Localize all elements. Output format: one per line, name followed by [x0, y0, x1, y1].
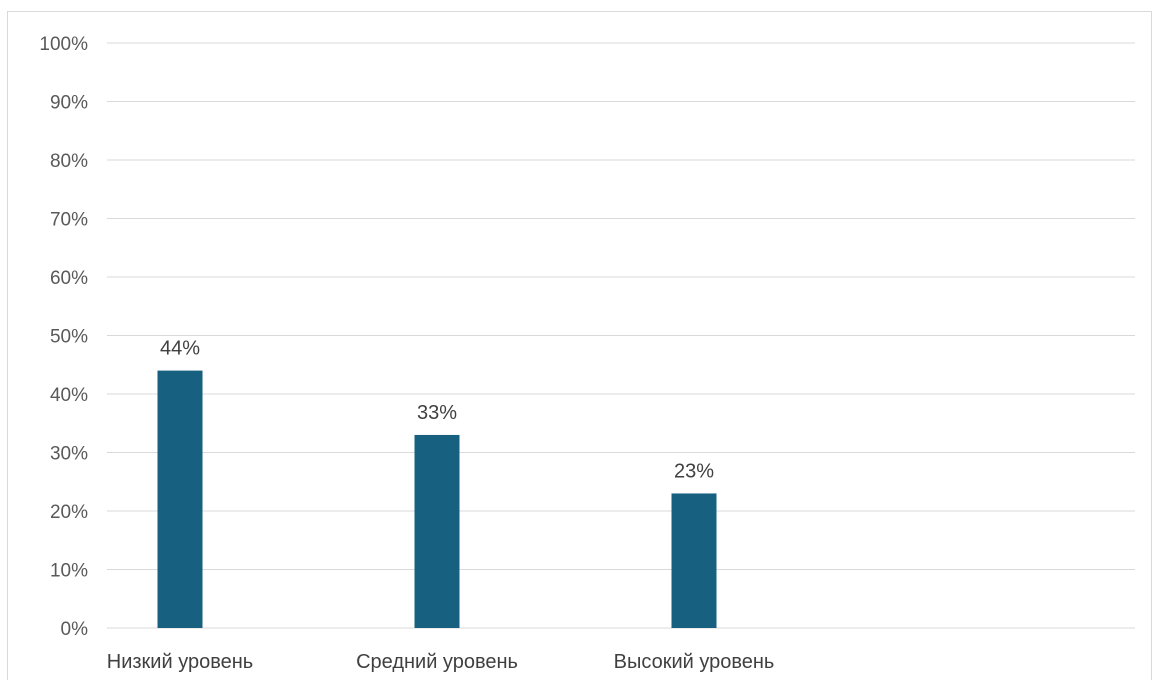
y-tick-label: 20% [50, 502, 88, 523]
data-label: 44% [160, 338, 200, 360]
bar [671, 493, 717, 628]
y-tick-label: 10% [50, 561, 88, 582]
y-tick-label: 30% [50, 444, 88, 465]
y-tick-label: 0% [61, 619, 89, 640]
y-tick-label: 100% [39, 34, 88, 55]
bar [414, 434, 460, 628]
y-tick-label: 40% [50, 385, 88, 406]
gridlines [107, 42, 1135, 629]
y-tick-label: 50% [50, 327, 88, 348]
category-label: Средний уровень [356, 651, 518, 673]
y-tick-label: 60% [50, 268, 88, 289]
bars [157, 370, 717, 628]
data-labels: 44% 33% 23% [160, 338, 714, 483]
data-label: 33% [417, 402, 457, 424]
category-label: Низкий уровень [107, 651, 253, 673]
y-tick-label: 90% [50, 93, 88, 114]
y-axis-tick-labels: 0% 10% 20% 30% 40% 50% 60% 70% 80% 90% 100% [39, 34, 88, 640]
bar [157, 370, 203, 628]
category-label: Высокий уровень [614, 651, 775, 673]
y-tick-label: 80% [50, 151, 88, 172]
x-axis-category-labels: Низкий уровень Средний уровень Высокий уро… [107, 651, 775, 673]
y-tick-label: 70% [50, 210, 88, 231]
data-label: 23% [674, 460, 714, 482]
